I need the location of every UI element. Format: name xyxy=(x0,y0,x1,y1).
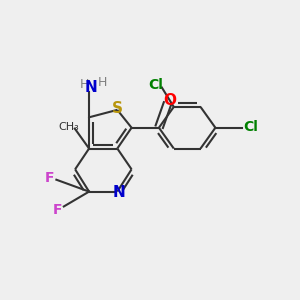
Text: CH₃: CH₃ xyxy=(59,122,80,132)
Text: O: O xyxy=(164,93,177,108)
Text: F: F xyxy=(45,171,54,185)
Text: N: N xyxy=(84,80,97,95)
Text: H: H xyxy=(80,78,89,91)
Text: N: N xyxy=(112,185,125,200)
Text: Cl: Cl xyxy=(244,120,259,134)
Text: F: F xyxy=(53,203,63,217)
Text: Cl: Cl xyxy=(148,78,164,92)
Text: S: S xyxy=(112,101,123,116)
Text: H: H xyxy=(98,76,107,89)
